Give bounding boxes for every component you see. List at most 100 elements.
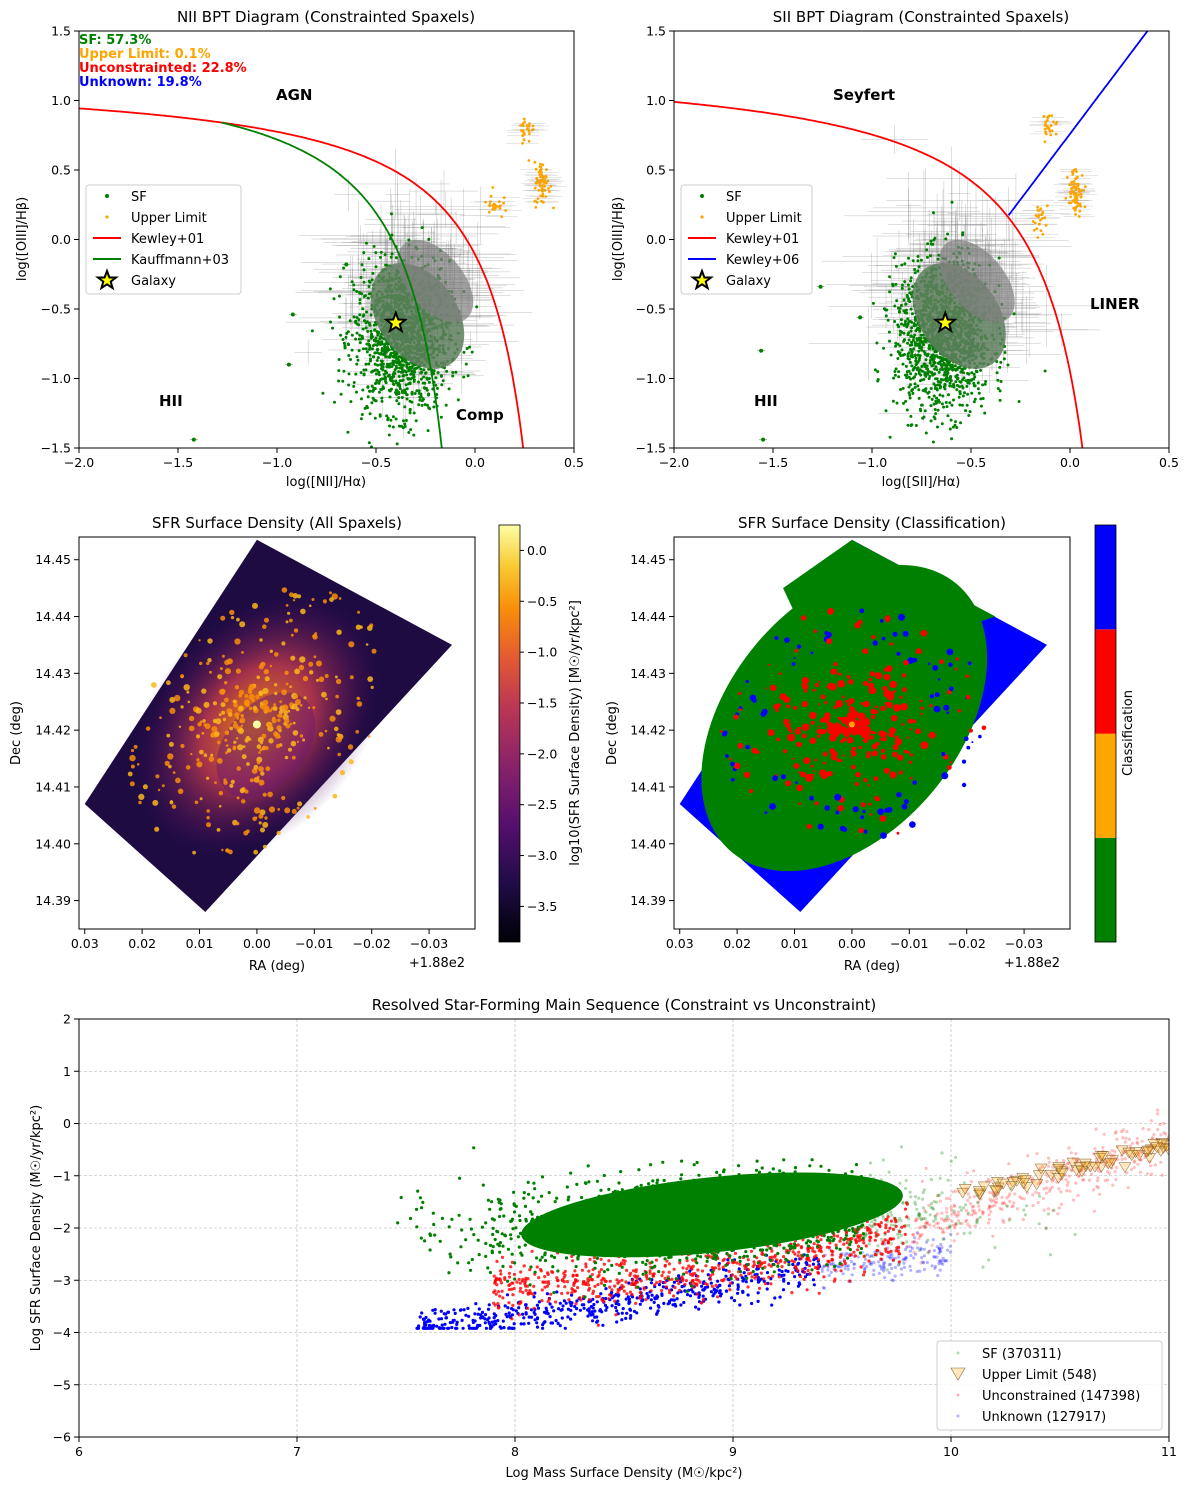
sf-point [397,358,401,362]
upper-limit-point [499,204,502,208]
class-unconstrained-patch [920,741,929,750]
sf-point [378,352,382,356]
sf-point [961,394,965,398]
sf-point [397,375,401,378]
class-unconstrained-patch [889,771,897,779]
sfr-knot [183,653,188,658]
class-edge-patch [860,802,866,808]
sf-point [946,232,950,236]
sf-point [403,405,407,409]
sf-point [422,375,426,379]
upper-limit-point [502,196,506,200]
class-unconstrained-patch [814,758,818,762]
nii-bpt-title: NII BPT Diagram (Constrainted Spaxels) [177,8,475,26]
sf-point [373,351,377,355]
sf-point [944,237,948,241]
sfr-knot [277,713,283,718]
sf-point [908,291,912,295]
sfr-knot [365,643,369,646]
sf-point [354,337,358,341]
sf-point [376,356,380,360]
legend-marker-galaxy-sii [690,268,714,291]
sf-point [360,334,364,338]
sfr-knot [259,638,263,642]
sfr-knot [285,682,289,686]
class-unconstrained-patch [827,682,835,690]
upper-limit-point [1037,213,1041,217]
class-unconstrained-patch [827,770,833,777]
bpt0-ytick-label: −1.0 [41,371,71,386]
class-edge-patch [877,808,884,815]
upper-limit-point [1046,124,1049,128]
class-edge-patch [814,801,819,806]
sf-point [948,427,952,431]
sf-point [373,343,377,347]
sf-point [419,367,423,371]
sfr-knot [314,632,318,636]
sf-point [366,329,370,333]
sfr-knot [324,674,329,678]
upper-limit-point [492,205,495,209]
class-unconstrained-patch [786,704,790,709]
bpt0-xtick-label: 0.0 [465,455,485,470]
sfr-knot [157,788,161,792]
class-edge-patch [756,750,760,755]
sf-point [361,307,365,311]
sf-point [427,406,431,410]
sfr-knot [291,755,296,760]
class-edge-patch [785,780,792,787]
sf-point [355,390,358,394]
sfr-knot [284,670,289,675]
sfr-knot [294,694,299,699]
sf-point [397,396,401,400]
class-unconstrained-patch [783,718,790,725]
class-edge-patch [978,734,982,739]
sfr-knot [238,705,244,711]
upper-limit-point [489,194,493,198]
sf-point [348,319,352,323]
sf-point [358,313,362,317]
sfr-knot [274,691,278,696]
sf-point [899,304,903,307]
class-unconstrained-patch [793,763,800,769]
class-edge-patch [961,759,967,764]
sf-point [961,231,965,235]
sf-point [375,359,379,362]
sfr-knot [321,691,327,698]
sf-point [417,403,421,407]
bpt0-xtick-label: −1.5 [163,455,193,470]
sfr-map-frame [78,536,476,930]
sf-outlier-point [759,348,764,353]
sf-point [906,357,910,360]
sf-point [894,344,898,348]
class-unconstrained-patch [903,749,908,754]
sf-point [917,388,921,392]
class-unconstrained-patch [847,728,850,731]
sfr-knot [348,641,355,648]
sf-point [337,379,341,383]
sf-point [397,381,401,385]
sf-point [966,381,970,385]
sf-point [369,313,373,317]
sfr-knot [175,777,181,784]
sf-point [898,344,902,348]
sfr-knot [233,702,238,708]
sfr-colorbar-tick-label: −1.5 [527,695,557,710]
sfr-knot [199,749,204,755]
stat-upper-limit: Upper Limit: 0.1% [79,47,211,62]
upper-limit-point [1034,214,1038,217]
class-unconstrained-patch [880,732,886,738]
sf-point [403,422,407,426]
upper-limit-point [1084,185,1087,189]
upper-limit-point [538,184,542,188]
bpt1-xtick-label: −2.0 [659,455,689,470]
sf-point [418,395,422,399]
sf-point [417,380,420,384]
sf-point [965,403,969,407]
sf-point [370,332,374,336]
sf-point [891,399,895,403]
class-unconstrained-patch [826,721,833,728]
sf-point [962,371,966,375]
sf-point [423,381,427,385]
sfr-knot [329,591,332,595]
